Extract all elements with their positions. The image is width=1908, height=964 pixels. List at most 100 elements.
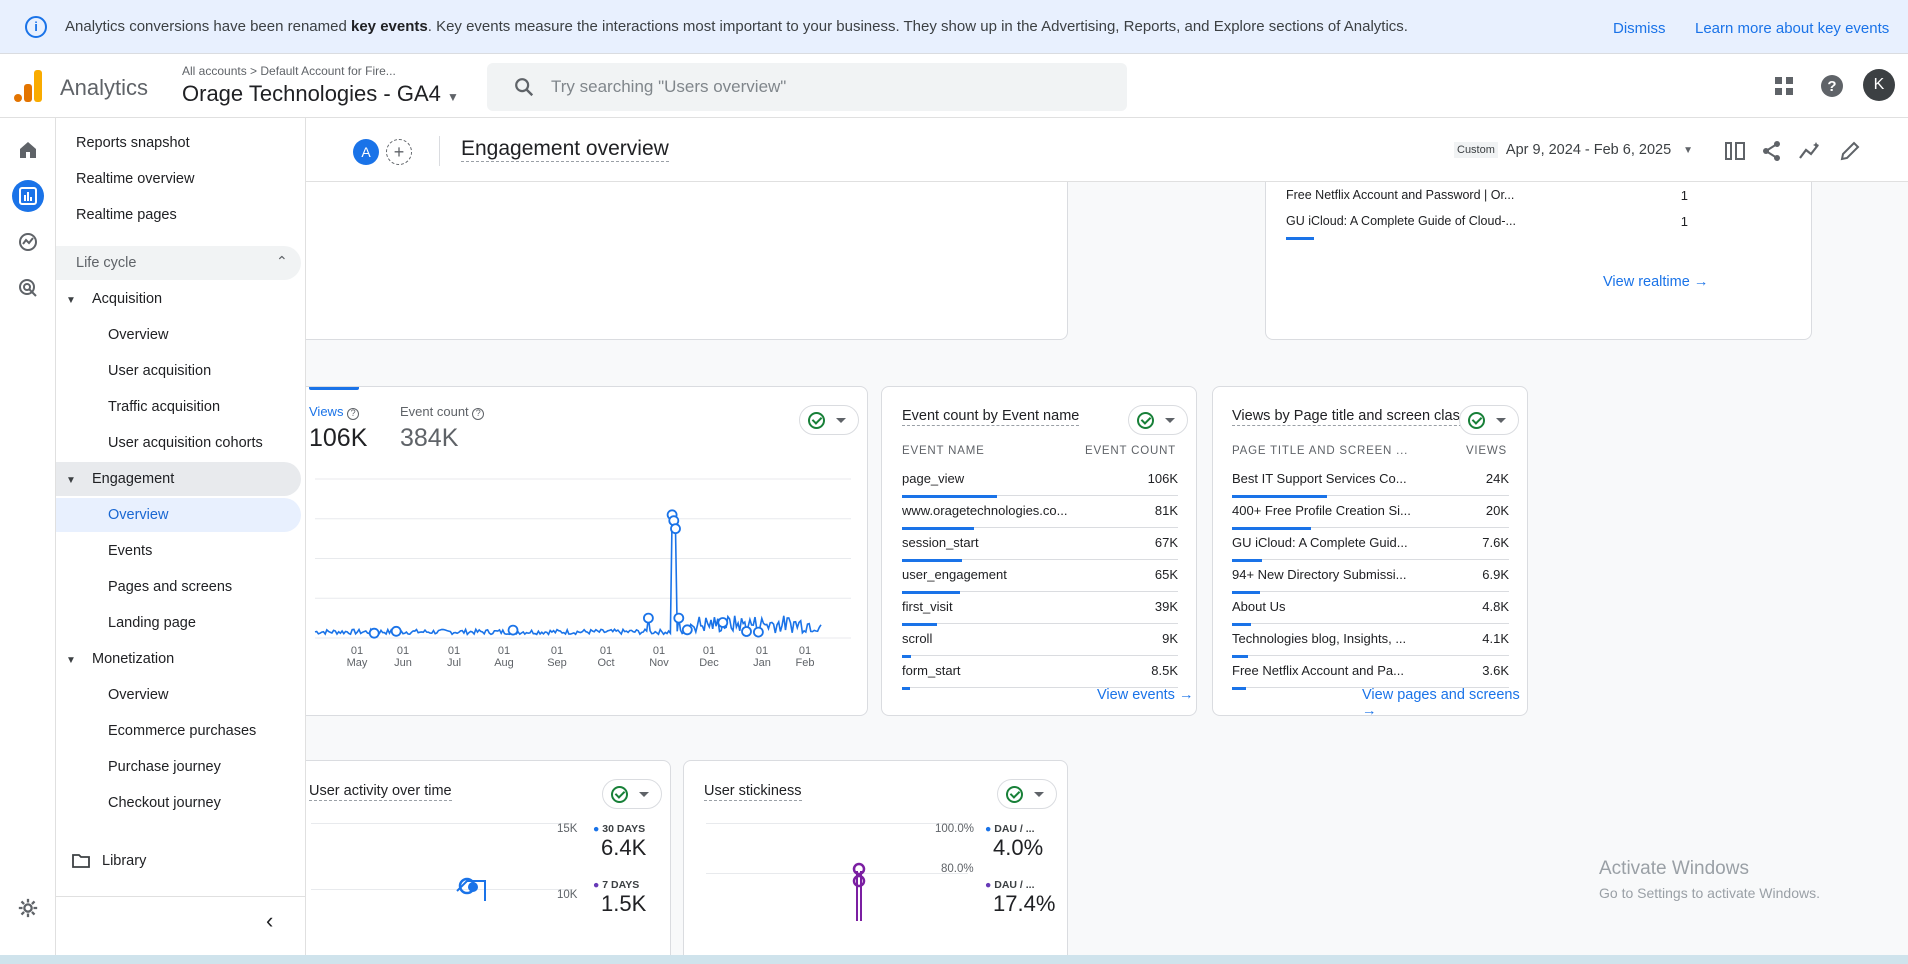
data-point[interactable] (642, 612, 654, 624)
nav-library[interactable]: Library (102, 853, 147, 869)
lifecycle-section-header[interactable]: Life cycle ⌃ (56, 246, 301, 280)
nav-purchase-journey[interactable]: Purchase journey (108, 759, 221, 775)
row-bar (1232, 623, 1251, 626)
row-label: 400+ Free Profile Creation Si... (1232, 503, 1411, 518)
x-tick-label: 01 (653, 645, 665, 657)
nav-user-acquisition[interactable]: User acquisition (108, 363, 212, 379)
nav-acquisition[interactable]: Acquisition (92, 291, 163, 307)
metric-event-count-tab[interactable]: Event count ? 384K (400, 404, 485, 453)
table-row[interactable]: session_start 67K (902, 528, 1178, 562)
table-row[interactable]: first_visit 39K (902, 592, 1178, 626)
chevron-down-icon (639, 792, 649, 797)
table-row[interactable]: Technologies blog, Insights, ... 4.1K (1232, 624, 1509, 658)
table-row[interactable]: form_start 8.5K (902, 656, 1178, 690)
table-row[interactable]: user_engagement 65K (902, 560, 1178, 594)
data-quality-dropdown[interactable] (799, 405, 859, 435)
data-point[interactable] (752, 626, 764, 638)
table-row[interactable]: Best IT Support Services Co... 24K (1232, 464, 1509, 498)
share-icon[interactable] (1761, 140, 1783, 162)
home-icon[interactable] (12, 134, 44, 166)
property-selector[interactable]: Orage Technologies - GA4 ▼ (182, 81, 459, 106)
table-row[interactable]: Free Netflix Account and Pa... 3.6K (1232, 656, 1509, 690)
row-divider (1232, 623, 1509, 624)
nav-checkout-journey[interactable]: Checkout journey (108, 795, 221, 811)
nav-ecommerce-purchases[interactable]: Ecommerce purchases (108, 723, 257, 739)
row-divider (902, 623, 1178, 624)
stickiness-series-marks (852, 862, 866, 921)
data-point[interactable] (368, 627, 380, 639)
table-row[interactable]: 94+ New Directory Submissi... 6.9K (1232, 560, 1509, 594)
collapse-caret-icon[interactable]: ▼ (66, 655, 76, 666)
row-bar (902, 527, 975, 530)
data-quality-dropdown[interactable] (1459, 405, 1519, 435)
collapse-caret-icon[interactable]: ▼ (66, 475, 76, 486)
left-rail (0, 118, 56, 964)
nav-engagement-highlight (56, 462, 301, 496)
help-icon[interactable]: ? (1817, 71, 1847, 101)
column-header-views: VIEWS (1465, 445, 1507, 457)
collapse-caret-icon[interactable]: ▼ (66, 295, 76, 306)
search-input[interactable]: Try searching "Users overview" (487, 63, 1127, 111)
table-row[interactable]: Free Netflix Account and Password | Or..… (1286, 188, 1688, 203)
explore-icon[interactable] (12, 226, 44, 258)
data-point[interactable] (681, 624, 693, 636)
row-bar (1232, 495, 1327, 498)
data-quality-dropdown[interactable] (1128, 405, 1188, 435)
comparison-badge[interactable]: A (353, 139, 379, 165)
compare-icon[interactable] (1724, 140, 1746, 162)
table-row[interactable]: www.oragetechnologies.co... 81K (902, 496, 1178, 530)
date-range-picker[interactable]: Custom Apr 9, 2024 - Feb 6, 2025 ▼ (1454, 142, 1693, 158)
nav-engagement-overview[interactable]: Overview (108, 507, 169, 523)
insights-icon[interactable] (1798, 140, 1822, 162)
nav-reports-snapshot[interactable]: Reports snapshot (76, 135, 190, 151)
nav-user-acquisition-cohorts[interactable]: User acquisition cohorts (108, 435, 263, 451)
nav-traffic-acquisition[interactable]: Traffic acquisition (108, 399, 221, 415)
row-value: 7.6K (1482, 535, 1509, 550)
avatar[interactable]: K (1863, 69, 1895, 101)
table-row[interactable]: About Us 4.8K (1232, 592, 1509, 626)
view-events-link[interactable]: View events → (1097, 687, 1194, 703)
edit-pencil-icon[interactable] (1839, 140, 1861, 162)
add-comparison-icon[interactable]: + (386, 139, 412, 165)
x-tick-label: 01 (448, 645, 460, 657)
nav-acquisition-overview[interactable]: Overview (108, 327, 169, 343)
nav-engagement[interactable]: Engagement (92, 471, 175, 487)
account-breadcrumb[interactable]: All accounts > Default Account for Fire.… (182, 64, 396, 78)
row-bar (902, 623, 938, 626)
nav-monetization-overview[interactable]: Overview (108, 687, 169, 703)
reports-icon[interactable] (12, 180, 44, 212)
collapse-nav-chevron-icon[interactable]: ‹ (266, 908, 274, 933)
views-line-chart: 8K6K4K2K001May01Jun01Jul01Aug01Sep01Oct0… (306, 387, 867, 715)
data-quality-dropdown[interactable] (602, 779, 662, 809)
metric-views-tab[interactable]: Views ? 106K (309, 404, 368, 452)
data-quality-dropdown[interactable] (997, 779, 1057, 809)
table-row[interactable]: scroll 9K (902, 624, 1178, 658)
data-point[interactable] (507, 624, 519, 636)
x-tick-label: 01 (351, 645, 363, 657)
view-pages-link[interactable]: View pages and screens → (1362, 687, 1527, 715)
learn-more-link[interactable]: Learn more about key events (1695, 20, 1890, 37)
settings-gear-icon[interactable] (12, 892, 44, 924)
data-point[interactable] (673, 612, 685, 624)
nav-landing-page[interactable]: Landing page (108, 615, 196, 631)
nav-pages-and-screens[interactable]: Pages and screens (108, 579, 233, 595)
data-point[interactable] (670, 523, 681, 535)
nav-realtime-overview[interactable]: Realtime overview (76, 171, 195, 187)
view-realtime-link[interactable]: View realtime → (1603, 274, 1709, 290)
advertising-icon[interactable] (12, 272, 44, 304)
data-point[interactable] (741, 626, 752, 637)
apps-grid-icon[interactable] (1769, 71, 1799, 101)
nav-realtime-pages[interactable]: Realtime pages (76, 207, 177, 223)
data-point[interactable] (717, 617, 729, 628)
nav-events[interactable]: Events (108, 543, 153, 559)
nav-monetization[interactable]: Monetization (92, 651, 175, 667)
dismiss-button[interactable]: Dismiss (1613, 20, 1666, 37)
taskbar (0, 955, 1908, 964)
chevron-down-icon (836, 418, 846, 423)
data-point[interactable] (390, 625, 402, 637)
table-row[interactable]: 400+ Free Profile Creation Si... 20K (1232, 496, 1509, 530)
check-circle-icon (611, 786, 628, 803)
table-row[interactable]: GU iCloud: A Complete Guid... 7.6K (1232, 528, 1509, 562)
table-row[interactable]: GU iCloud: A Complete Guide of Cloud-...… (1286, 212, 1688, 240)
table-row[interactable]: page_view 106K (902, 464, 1178, 498)
